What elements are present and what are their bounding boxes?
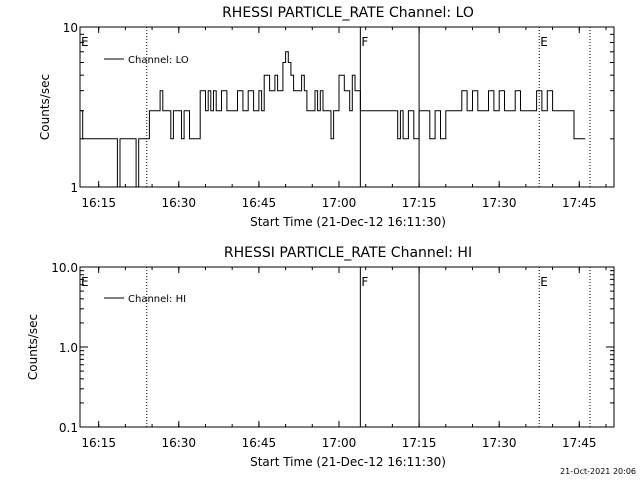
chart-title-lo: RHESSI PARTICLE_RATE Channel: LO [222,5,474,21]
series-line-lo [80,51,586,188]
plot-timestamp: 21-Oct-2021 20:06 [560,467,636,476]
x-tick-label-hi: 16:45 [242,436,277,450]
event-marker-label-hi: F [361,275,368,289]
legend-label-lo: Channel: LO [128,55,189,66]
y-tick-label-lo: 1 [70,181,78,195]
event-marker-label-lo: E [81,35,89,49]
y-tick-label-hi: 10.0 [51,261,78,275]
event-marker-label-hi: E [81,275,89,289]
x-tick-label-hi: 16:15 [81,436,116,450]
y-axis-label-lo: Counts/sec [38,74,52,140]
chart-title-hi: RHESSI PARTICLE_RATE Channel: HI [224,245,472,261]
x-tick-label-hi: 17:00 [322,436,357,450]
x-tick-label-hi: 17:15 [402,436,437,450]
x-tick-label-lo: 17:45 [562,196,597,210]
x-tick-label-hi: 17:45 [562,436,597,450]
y-tick-label-hi: 0.1 [59,421,78,435]
x-axis-label-hi: Start Time (21-Dec-12 16:11:30) [250,455,446,469]
x-tick-label-lo: 17:00 [322,196,357,210]
event-marker-label-lo: F [361,35,368,49]
y-tick-label-hi: 1.0 [59,341,78,355]
x-axis-label-lo: Start Time (21-Dec-12 16:11:30) [250,215,446,229]
event-marker-label-lo: E [540,35,548,49]
plot-frame-hi [79,266,615,428]
y-tick-label-lo: 10 [63,21,78,35]
x-tick-label-lo: 16:45 [242,196,277,210]
x-tick-label-lo: 16:30 [161,196,196,210]
event-marker-label-hi: E [540,275,548,289]
x-tick-label-lo: 17:30 [482,196,517,210]
plot-frame-lo [79,26,615,188]
x-tick-label-hi: 16:30 [161,436,196,450]
x-tick-label-hi: 17:30 [482,436,517,450]
x-tick-label-lo: 16:15 [81,196,116,210]
legend-label-hi: Channel: HI [128,294,186,305]
y-axis-label-hi: Counts/sec [26,314,40,380]
x-tick-label-lo: 17:15 [402,196,437,210]
